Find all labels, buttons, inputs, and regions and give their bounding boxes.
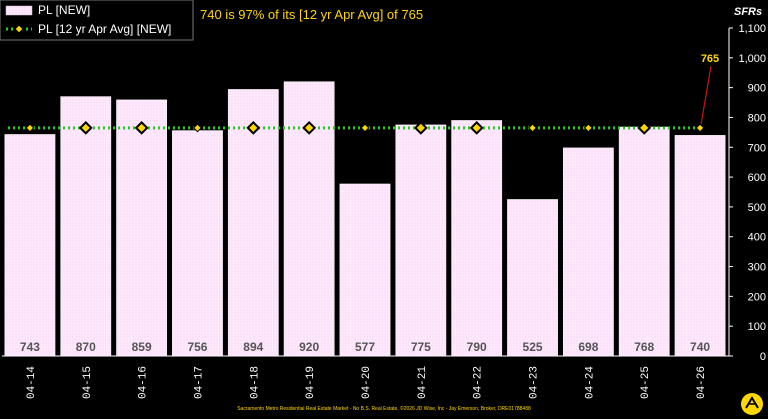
footer-credit: Sacramento Metro Residential Real Estate… (237, 405, 531, 412)
x-tick-label: 04-24 (584, 366, 596, 399)
legend-label-bar: PL [NEW] (38, 3, 90, 17)
bar-value-label: 577 (355, 340, 375, 354)
y-tick-label: 1,000 (738, 53, 766, 65)
bar-04-25 (618, 126, 670, 357)
arrows-logo-icon (741, 393, 763, 415)
x-tick-label: 04-22 (473, 366, 485, 399)
average-marker (192, 123, 202, 133)
bar-value-label: 859 (132, 340, 152, 354)
average-marker (695, 123, 705, 133)
x-tick-label: 04-25 (640, 366, 652, 399)
average-marker (528, 123, 538, 133)
y-tick-label: 700 (748, 142, 766, 154)
x-tick-label: 04-21 (417, 366, 429, 399)
y-tick-label: 300 (748, 262, 766, 274)
x-tick-label: 04-19 (305, 366, 317, 399)
bar-value-label: 740 (690, 340, 710, 354)
bar-value-label: 920 (299, 340, 319, 354)
x-tick-label: 04-18 (249, 366, 261, 399)
bar-04-17 (172, 130, 223, 357)
x-axis: 04-14 04-15 04-16 04-17 04-18 04-19 04-20 04-21… (2, 355, 729, 399)
x-tick-label: 04-15 (82, 366, 94, 399)
bar-04-24 (563, 147, 614, 357)
average-marker (134, 120, 149, 135)
bar-04-16 (116, 99, 167, 357)
y-tick-label: 800 (748, 112, 766, 124)
chart-headline: 740 is 97% of its [12 yr Apr Avg] of 765 (200, 7, 423, 22)
average-marker (302, 120, 317, 135)
average-marker (360, 123, 370, 133)
average-line-layer (8, 120, 705, 135)
bar-04-22 (451, 120, 503, 357)
bars-layer: 743 870 859 756 894 920 577 775 790 525 698 768 740 (4, 81, 726, 357)
x-tick-label: 04-14 (26, 366, 38, 399)
average-marker (583, 123, 593, 133)
x-tick-label: 04-26 (696, 366, 708, 399)
average-marker (637, 120, 652, 135)
x-tick-label: 04-20 (361, 366, 373, 399)
legend-marker (14, 24, 24, 34)
y-tick-label: 0 (760, 351, 766, 363)
x-tick-label: 04-23 (529, 366, 541, 399)
y-tick-label: 900 (748, 83, 766, 95)
bar-value-label: 894 (243, 340, 263, 354)
bar-value-label: 756 (187, 340, 207, 354)
annotation: 765 (700, 53, 719, 124)
average-marker (413, 120, 428, 135)
y-tick-label: 600 (748, 172, 766, 184)
annotation-leader (700, 65, 712, 124)
bar-value-label: 743 (20, 340, 40, 354)
bar-value-label: 768 (634, 340, 654, 354)
bar-value-label: 790 (467, 340, 487, 354)
bar-04-26 (674, 135, 726, 357)
bar-04-21 (395, 124, 447, 357)
y-axis: 0 100 200 300 400 500 600 700 800 900 1,000 1,100 (728, 23, 766, 363)
bar-04-23 (507, 199, 558, 357)
y-tick-label: 200 (748, 291, 766, 303)
legend-swatch-bar (5, 5, 33, 16)
bar-04-20 (339, 183, 391, 357)
bar-value-label: 870 (76, 340, 96, 354)
y-axis-unit: SFRs (734, 6, 762, 18)
legend-label-line: PL [12 yr Apr Avg] [NEW] (38, 22, 171, 36)
bar-04-15 (60, 96, 112, 357)
average-marker (78, 120, 93, 135)
y-tick-label: 400 (748, 232, 766, 244)
bar-value-label: 775 (411, 340, 431, 354)
average-marker (469, 120, 484, 135)
bar-value-label: 525 (523, 340, 543, 354)
x-tick-label: 04-17 (193, 366, 205, 399)
average-marker (246, 120, 261, 135)
bar-value-label: 698 (578, 340, 598, 354)
y-tick-label: 100 (748, 321, 766, 333)
bar-04-14 (4, 134, 56, 357)
y-tick-label: 1,100 (738, 23, 766, 35)
average-marker (25, 123, 35, 133)
legend: PL [NEW] PL [12 yr Apr Avg] [NEW] (0, 0, 194, 41)
y-tick-label: 500 (748, 202, 766, 214)
annotation-label: 765 (701, 53, 719, 65)
x-tick-label: 04-16 (138, 366, 150, 399)
